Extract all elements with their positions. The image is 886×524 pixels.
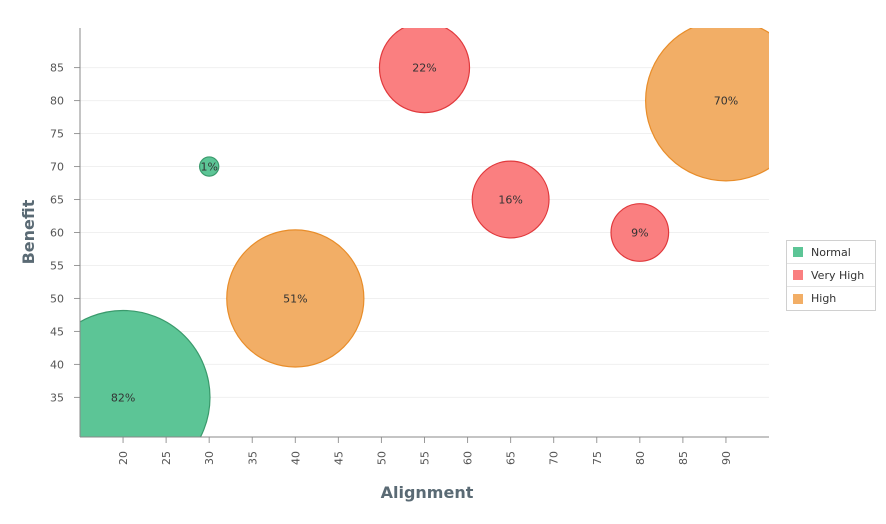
legend-label: Normal: [811, 245, 851, 259]
y-tick-label: 70: [50, 161, 64, 174]
bubble-data-label: 22%: [412, 62, 436, 75]
legend-swatch: [793, 270, 803, 280]
y-tick-label: 60: [50, 227, 64, 240]
bubble[interactable]: [198, 156, 220, 177]
x-axis-title: Alignment: [381, 483, 474, 502]
legend-label: High: [811, 292, 837, 305]
x-tick-label: 20: [117, 451, 130, 465]
y-tick-label: 40: [50, 358, 64, 371]
x-tick-label: 60: [462, 451, 475, 465]
legend-item[interactable]: Very High: [787, 264, 875, 287]
bubble-data-label: 82%: [111, 391, 135, 404]
y-tick-label: 35: [50, 391, 64, 404]
x-tick-label: 55: [419, 451, 432, 465]
bubble-labels: 82% 1% 22% 16% 9% 51% 70%: [111, 62, 738, 405]
bubble[interactable]: [378, 23, 471, 114]
x-tick-label: 80: [634, 451, 647, 465]
x-tick-label: 50: [375, 451, 388, 465]
legend-swatch: [793, 247, 803, 257]
bubbles: [36, 20, 807, 484]
x-tick-label: 70: [548, 451, 561, 465]
x-tick-label: 45: [332, 451, 345, 465]
x-tick-label: 25: [160, 451, 173, 465]
legend-swatch: [793, 293, 803, 304]
x-tick-label: 85: [677, 451, 690, 465]
axes: 35 40 45 50 55 60 65 70 75 80 85 20 25 30 35 40 45 50 55 60…: [50, 28, 769, 465]
y-tick-label: 75: [50, 128, 64, 141]
bubble-data-label: 1%: [200, 161, 217, 174]
y-tick-label: 85: [50, 62, 64, 75]
y-tick-label: 45: [50, 325, 64, 338]
x-tick-label: 90: [720, 451, 733, 465]
bubble-data-label: 51%: [283, 292, 307, 305]
x-tick-label: 75: [591, 451, 604, 465]
legend-item[interactable]: High: [787, 287, 875, 310]
y-tick-label: 80: [50, 95, 64, 108]
y-tick-label: 55: [50, 259, 64, 272]
y-tick-label: 50: [50, 292, 64, 305]
x-tick-label: 30: [203, 451, 216, 465]
y-tick-label: 65: [50, 194, 64, 207]
x-tick-label: 65: [505, 451, 518, 465]
y-axis-title: Benefit: [19, 199, 38, 264]
bubble-data-label: 16%: [498, 194, 522, 207]
bubble-data-label: 70%: [714, 95, 738, 108]
bubble[interactable]: [645, 20, 807, 182]
x-tick-label: 40: [289, 451, 302, 465]
bubble[interactable]: [471, 160, 550, 239]
x-tick-label: 35: [246, 451, 259, 465]
legend-item[interactable]: Normal: [787, 241, 875, 264]
chart-legend: Normal Very High High: [786, 240, 876, 311]
bubble[interactable]: [226, 229, 365, 368]
legend-label: Very High: [811, 268, 865, 282]
bubble[interactable]: [610, 203, 670, 262]
bubble[interactable]: [36, 309, 211, 484]
bubble-data-label: 9%: [631, 227, 648, 240]
